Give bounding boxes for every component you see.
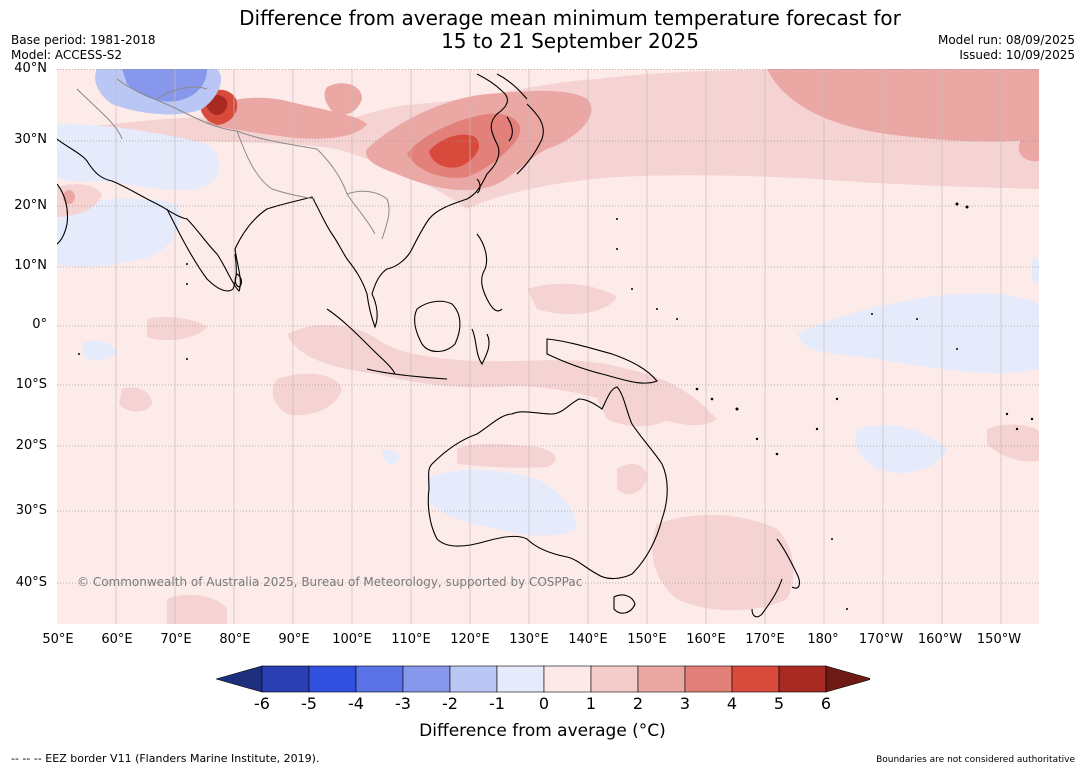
lon-label-50e: 50°E <box>42 632 74 647</box>
model-run: Model run: 08/09/2025 <box>937 33 1075 47</box>
lat-label-30n: 30°N <box>14 132 47 147</box>
lat-label-20s: 20°S <box>15 438 47 453</box>
eez-legend-note: -- -- -- EEZ border V11 (Flanders Marine… <box>11 752 320 765</box>
colorbar-tick-label: -6 <box>254 694 270 713</box>
map-gridlines <box>57 69 1039 624</box>
colorbar-tick-label: -1 <box>489 694 505 713</box>
chart-title-line2: 15 to 21 September 2025 <box>441 29 699 53</box>
colorbar-bin <box>684 665 733 693</box>
country-borders <box>76 78 390 240</box>
colorbar-tick-label: -2 <box>442 694 458 713</box>
coastlines <box>57 73 801 618</box>
lon-label-90e: 90°E <box>278 632 310 647</box>
colorbar-label-text: Difference from average (°C) <box>419 721 666 741</box>
lat-label-10s: 10°S <box>15 377 47 392</box>
anomaly-shading <box>57 69 1039 624</box>
colorbar-bin <box>308 665 357 693</box>
colorbar-bin <box>731 665 780 693</box>
colorbar-bin <box>355 665 404 693</box>
lon-label-160w: 160°W <box>917 632 963 647</box>
colorbar-tick-label: -5 <box>301 694 317 713</box>
lon-label-180: 180° <box>807 632 839 647</box>
issued-date: Issued: 10/09/2025 <box>959 48 1075 62</box>
lon-label-170e: 170°E <box>745 632 785 647</box>
colorbar-tick-label: -4 <box>348 694 364 713</box>
lon-label-70e: 70°E <box>160 632 192 647</box>
lon-label-170w: 170°W <box>858 632 904 647</box>
colorbar-bin <box>637 665 686 693</box>
lon-label-150e: 150°E <box>627 632 667 647</box>
lon-label-140e: 140°E <box>568 632 608 647</box>
colorbar-label: Difference from average (°C) <box>0 721 1085 741</box>
colorbar-bin <box>402 665 451 693</box>
colorbar-bin <box>590 665 639 693</box>
lat-label-30s: 30°S <box>15 503 47 518</box>
copyright-notice: © Commonwealth of Australia 2025, Bureau… <box>77 575 582 589</box>
colorbar-tick-label: 1 <box>585 694 597 713</box>
colorbar-extend-low <box>216 665 263 693</box>
lon-label-120e: 120°E <box>450 632 490 647</box>
colorbar-tick-label: 6 <box>820 694 832 713</box>
lat-label-40s: 40°S <box>15 575 47 590</box>
colorbar-tick-label: 5 <box>773 694 785 713</box>
colorbar-tick-label: 4 <box>726 694 738 713</box>
colorbar-extend-high <box>825 665 870 693</box>
lon-label-160e: 160°E <box>686 632 726 647</box>
model-name: Model: ACCESS-S2 <box>11 48 123 62</box>
colorbar-tick-label: 3 <box>679 694 691 713</box>
colorbar-bin <box>778 665 827 693</box>
lat-label-20n: 20°N <box>14 198 47 213</box>
lat-label-40n: 40°N <box>14 61 47 76</box>
colorbar-bin <box>543 665 592 693</box>
lon-label-130e: 130°E <box>509 632 549 647</box>
lat-label-10n: 10°N <box>14 258 47 273</box>
map-panel: © Commonwealth of Australia 2025, Bureau… <box>57 69 1039 624</box>
lon-label-150w: 150°W <box>976 632 1022 647</box>
lon-label-80e: 80°E <box>219 632 251 647</box>
lon-label-100e: 100°E <box>332 632 372 647</box>
colorbar <box>216 665 870 693</box>
lon-label-110e: 110°E <box>391 632 431 647</box>
colorbar-bin <box>496 665 545 693</box>
pacific-islands <box>78 202 1034 610</box>
chart-title-line1: Difference from average mean minimum tem… <box>239 6 901 30</box>
colorbar-tick-label: -3 <box>395 694 411 713</box>
lat-label-0: 0° <box>32 317 47 332</box>
colorbar-tick-label: 2 <box>632 694 644 713</box>
boundaries-disclaimer: Boundaries are not considered authoritat… <box>876 755 1075 765</box>
colorbar-bin <box>261 665 310 693</box>
base-period: Base period: 1981-2018 <box>11 33 156 47</box>
colorbar-tick-label: 0 <box>538 694 550 713</box>
colorbar-bin <box>449 665 498 693</box>
lon-label-60e: 60°E <box>101 632 133 647</box>
